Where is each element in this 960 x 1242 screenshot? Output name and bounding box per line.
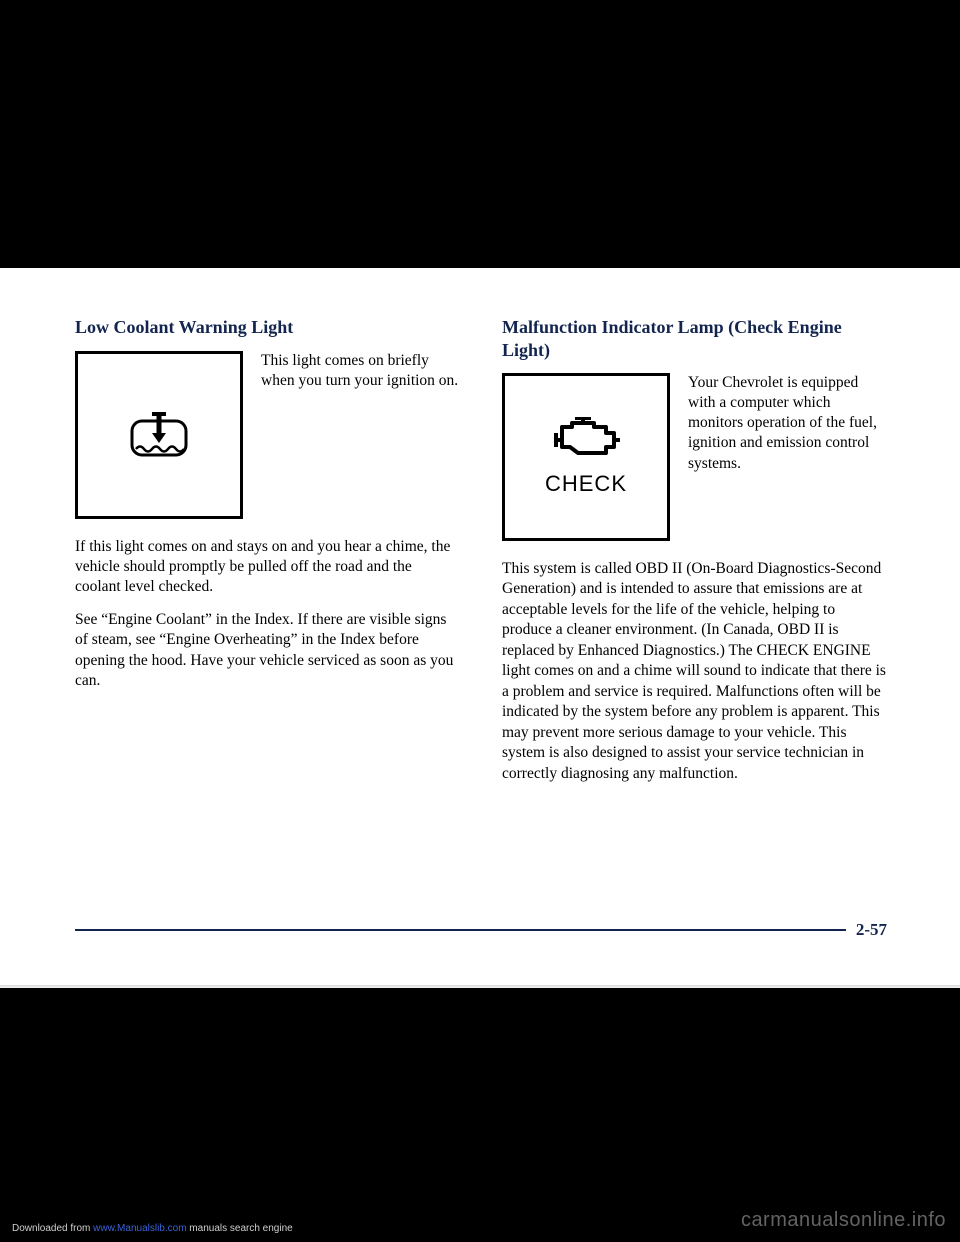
coolant-icon-row: This light comes on briefly when you tur… bbox=[75, 351, 460, 519]
low-coolant-icon bbox=[128, 411, 190, 459]
coolant-intro-text: This light comes on briefly when you tur… bbox=[261, 351, 460, 519]
mil-para-1: This system is called OBD II (On-Board D… bbox=[502, 559, 887, 784]
check-label: CHECK bbox=[545, 471, 627, 497]
check-engine-icon-row: CHECK Your Chevrolet is equipped with a … bbox=[502, 373, 887, 541]
manual-page: Low Coolant Warning Light This light com… bbox=[0, 268, 960, 988]
mil-intro-text: Your Chevrolet is equipped with a comput… bbox=[688, 373, 887, 541]
coolant-para-1: If this light comes on and stays on and … bbox=[75, 537, 460, 598]
coolant-para-2: See “Engine Coolant” in the Index. If th… bbox=[75, 610, 460, 692]
dl-link: www.Manualslib.com bbox=[93, 1223, 186, 1234]
coolant-warning-icon-box bbox=[75, 351, 243, 519]
watermark-text: carmanualsonline.info bbox=[741, 1209, 946, 1232]
check-engine-icon-box: CHECK bbox=[502, 373, 670, 541]
right-column: Malfunction Indicator Lamp (Check Engine… bbox=[502, 316, 887, 796]
download-footer: Downloaded from www.Manualslib.com manua… bbox=[12, 1223, 293, 1234]
dl-suffix: manuals search engine bbox=[187, 1223, 293, 1234]
check-engine-icon bbox=[550, 417, 622, 461]
footer-rule-line bbox=[75, 929, 846, 931]
low-coolant-title: Low Coolant Warning Light bbox=[75, 316, 460, 339]
content-columns: Low Coolant Warning Light This light com… bbox=[75, 316, 887, 796]
scan-edge bbox=[0, 985, 960, 988]
dl-prefix: Downloaded from bbox=[12, 1223, 93, 1234]
left-column: Low Coolant Warning Light This light com… bbox=[75, 316, 460, 796]
footer-rule: 2-57 bbox=[75, 920, 887, 940]
page-number: 2-57 bbox=[846, 920, 887, 940]
mil-title: Malfunction Indicator Lamp (Check Engine… bbox=[502, 316, 887, 361]
